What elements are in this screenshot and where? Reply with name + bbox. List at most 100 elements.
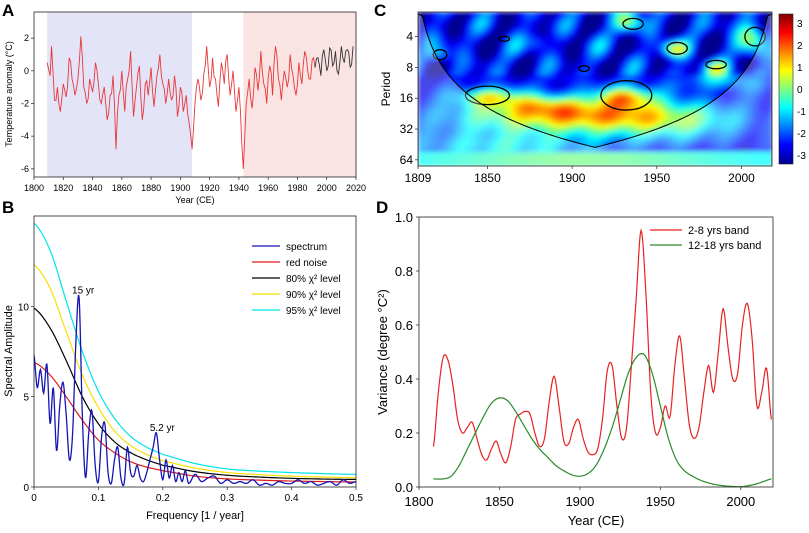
heatmap-cell — [465, 127, 470, 132]
heatmap-cell — [626, 134, 631, 139]
heatmap-cell — [555, 152, 561, 157]
heatmap-cell — [473, 15, 478, 20]
heatmap-cell — [622, 103, 628, 108]
heatmap-cell — [477, 68, 482, 73]
heatmap-cell — [610, 50, 616, 55]
heatmap-cell — [465, 106, 470, 111]
heatmap-cell — [488, 50, 494, 55]
heatmap-cell — [567, 82, 572, 87]
heatmap-cell — [528, 113, 533, 118]
heatmap-cell — [500, 127, 506, 132]
heatmap-cell — [610, 19, 616, 24]
heatmap-cell — [567, 120, 572, 125]
heatmap-cell — [477, 89, 482, 94]
heatmap-cell — [610, 152, 616, 157]
panel-d-ylabel: Variance (degree °C²) — [375, 289, 390, 415]
heatmap-cell — [547, 82, 553, 87]
heatmap-cell — [575, 47, 580, 52]
heatmap-cell — [520, 71, 525, 76]
heatmap-cell — [469, 131, 474, 136]
heatmap-cell — [492, 99, 498, 104]
heatmap-cell — [457, 64, 462, 69]
heatmap-cell — [461, 138, 466, 143]
heatmap-cell — [626, 22, 631, 27]
heatmap-cell — [748, 134, 753, 139]
heatmap-cell — [744, 43, 749, 48]
heatmap-cell — [555, 33, 561, 38]
heatmap-cell — [614, 40, 620, 45]
heatmap-cell — [709, 50, 714, 55]
heatmap-cell — [681, 22, 687, 27]
heatmap-cell — [579, 54, 584, 59]
heatmap-cell — [421, 106, 427, 111]
heatmap-cell — [697, 89, 702, 94]
heatmap-cell — [484, 61, 490, 66]
heatmap-cell — [504, 50, 510, 55]
heatmap-cell — [571, 68, 576, 73]
heatmap-cell — [543, 64, 549, 69]
heatmap-cell — [445, 96, 451, 101]
heatmap-cell — [418, 33, 423, 38]
heatmap-cell — [646, 103, 651, 108]
heatmap-cell — [575, 152, 580, 157]
heatmap-cell — [673, 19, 679, 24]
heatmap-cell — [657, 36, 663, 41]
heatmap-cell — [756, 19, 761, 24]
heatmap-cell — [492, 47, 498, 52]
heatmap-cell — [504, 96, 510, 101]
heatmap-cell — [567, 96, 572, 101]
heatmap-cell — [512, 124, 517, 129]
heatmap-cell — [579, 113, 584, 118]
heatmap-cell — [630, 89, 635, 94]
heatmap-cell — [756, 78, 761, 83]
heatmap-cell — [610, 155, 616, 160]
heatmap-cell — [547, 78, 553, 83]
heatmap-cell — [492, 64, 498, 69]
heatmap-cell — [736, 36, 742, 41]
heatmap-cell — [681, 75, 687, 80]
heatmap-cell — [429, 99, 435, 104]
heatmap-cell — [571, 82, 576, 87]
heatmap-cell — [618, 124, 624, 129]
heatmap-cell — [484, 99, 490, 104]
heatmap-cell — [579, 12, 584, 17]
heatmap-cell — [563, 36, 569, 41]
heatmap-cell — [437, 19, 443, 24]
heatmap-cell — [457, 124, 462, 129]
heatmap-cell — [713, 96, 718, 101]
heatmap-cell — [488, 57, 494, 62]
heatmap-cell — [488, 134, 494, 139]
heatmap-cell — [425, 78, 431, 83]
heatmap-cell — [539, 141, 545, 146]
heatmap-cell — [760, 103, 765, 108]
heatmap-cell — [461, 26, 466, 31]
heatmap-cell — [477, 155, 482, 160]
heatmap-cell — [768, 47, 772, 52]
heatmap-cell — [575, 106, 580, 111]
heatmap-cell — [709, 54, 714, 59]
heatmap-cell — [508, 71, 513, 76]
heatmap-cell — [536, 131, 541, 136]
heatmap-cell — [760, 61, 765, 66]
heatmap-cell — [488, 117, 494, 122]
heatmap-cell — [465, 47, 470, 52]
heatmap-cell — [622, 110, 628, 115]
heatmap-cell — [587, 19, 592, 24]
heatmap-cell — [587, 29, 592, 34]
heatmap-cell — [480, 106, 486, 111]
heatmap-cell — [575, 148, 580, 153]
heatmap-cell — [622, 26, 628, 31]
heatmap-cell — [484, 96, 490, 101]
heatmap-cell — [591, 43, 596, 48]
heatmap-cell — [445, 78, 451, 83]
heatmap-cell — [618, 134, 624, 139]
heatmap-cell — [713, 152, 718, 157]
significance-contour — [622, 17, 644, 30]
heatmap-cell — [500, 19, 506, 24]
heatmap-cell — [441, 22, 447, 27]
heatmap-cell — [732, 141, 738, 146]
heatmap-cell — [713, 26, 718, 31]
heatmap-cell — [752, 33, 757, 38]
heatmap-cell — [492, 113, 498, 118]
heatmap-cell — [551, 106, 557, 111]
